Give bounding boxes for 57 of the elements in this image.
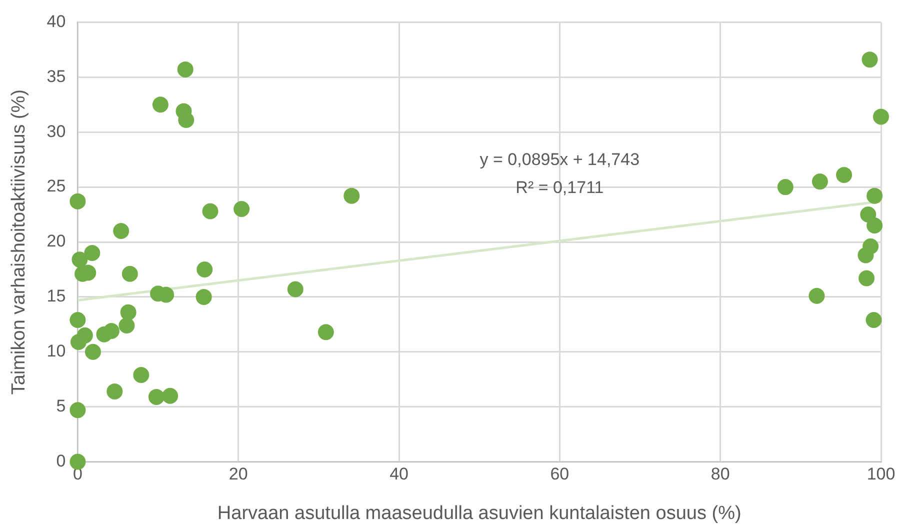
point [873,108,889,125]
point [777,179,794,196]
point [202,203,218,220]
point [866,188,883,204]
point [118,318,135,334]
point [148,388,164,405]
point [287,281,304,298]
y-tick-label: 15 [46,286,66,306]
y-tick-label: 25 [46,176,66,196]
point [76,327,93,344]
y-tick-label: 0 [56,451,66,470]
x-tick-label: 100 [866,464,896,484]
annotation: R² = 0,1711 [516,178,604,197]
point [70,402,86,418]
point [70,312,86,328]
point [858,270,875,286]
point [84,344,101,360]
point [196,288,212,305]
point [836,166,852,183]
point [70,454,86,470]
y-tick-label: 20 [46,232,66,251]
point [162,388,178,404]
y-tick-label: 35 [46,66,66,86]
point [120,304,136,320]
point [177,61,194,78]
point [812,174,828,190]
point [858,247,874,264]
point [862,52,878,68]
y-tick-label: 10 [46,342,66,361]
point [133,366,150,383]
point [866,218,883,234]
y-tick-label: 30 [46,122,66,141]
point [808,288,825,304]
point [122,266,138,282]
point [866,312,882,328]
point [70,193,86,210]
point [152,96,168,113]
point [196,261,213,278]
point [103,323,120,340]
y-tick-label: 40 [46,12,66,31]
y-tick-label: 5 [56,396,66,416]
x-tick-label: 20 [228,464,248,484]
point [318,324,334,340]
x-tick-label: 60 [550,464,570,484]
point [178,112,194,128]
y-axis-title: Taimikon varhaishoitoaktiivisuus (%) [8,89,30,395]
x-tick-label: 80 [710,464,730,484]
point [72,252,88,268]
point [113,223,130,240]
point [234,201,250,218]
point [860,206,876,223]
point [344,188,360,204]
annotation: y = 0,0895x + 14,743 [480,150,640,169]
x-tick-label: 40 [390,464,408,484]
point [106,383,123,400]
x-axis-title: Harvaan asutulla maaseudulla asuvien kuntalaisten osuus (%) [217,502,742,524]
point [84,244,100,261]
